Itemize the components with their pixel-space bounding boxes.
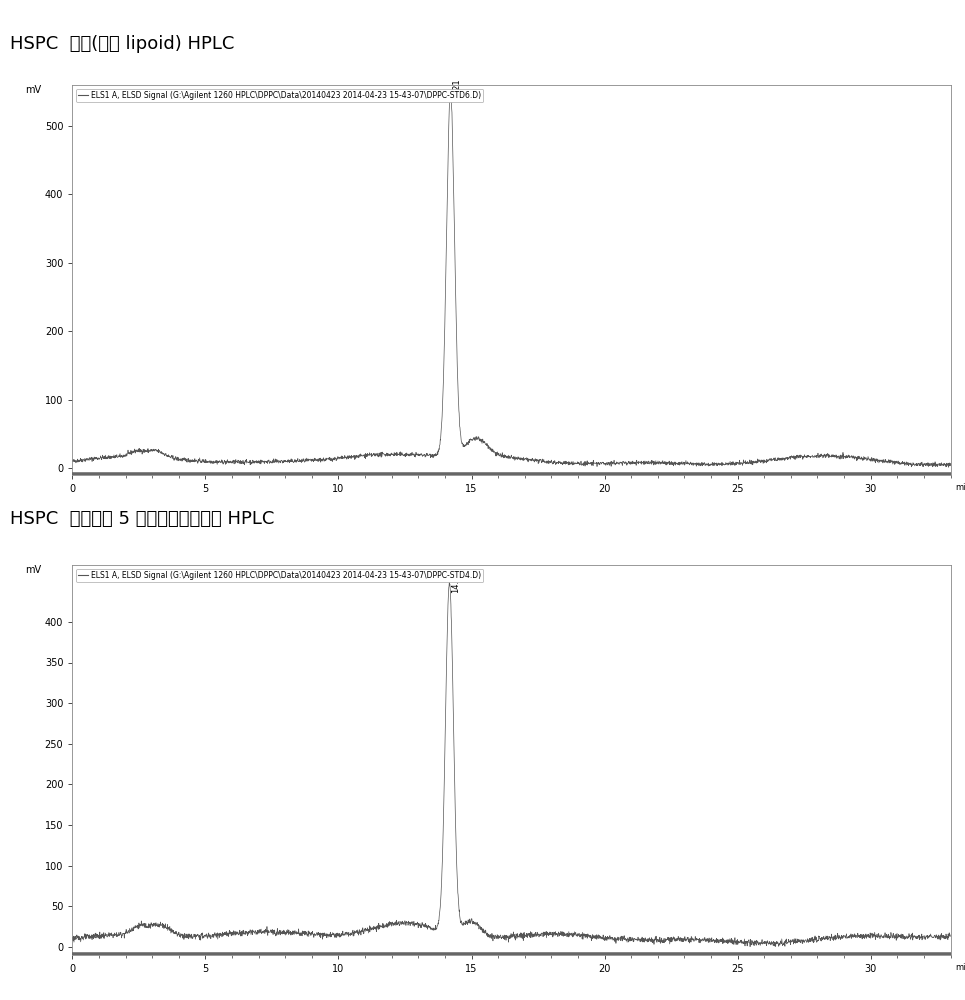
- Text: 14.21: 14.21: [452, 78, 461, 102]
- Text: min: min: [955, 483, 965, 492]
- Text: HSPC  （实施例 5 络合解离后产品） HPLC: HSPC （实施例 5 络合解离后产品） HPLC: [10, 510, 274, 528]
- Text: mV: mV: [25, 85, 41, 95]
- Legend: ELS1 A, ELSD Signal (G:\Agilent 1260 HPLC\DPPC\Data\20140423 2014-04-23 15-43-07: ELS1 A, ELSD Signal (G:\Agilent 1260 HPL…: [76, 569, 483, 582]
- Text: HSPC  标样(德国 lipoid) HPLC: HSPC 标样(德国 lipoid) HPLC: [10, 35, 234, 53]
- Text: mV: mV: [25, 565, 41, 575]
- Text: min: min: [955, 963, 965, 972]
- Legend: ELS1 A, ELSD Signal (G:\Agilent 1260 HPLC\DPPC\Data\20140423 2014-04-23 15-43-07: ELS1 A, ELSD Signal (G:\Agilent 1260 HPL…: [76, 89, 483, 102]
- Text: 14.17: 14.17: [451, 570, 459, 593]
